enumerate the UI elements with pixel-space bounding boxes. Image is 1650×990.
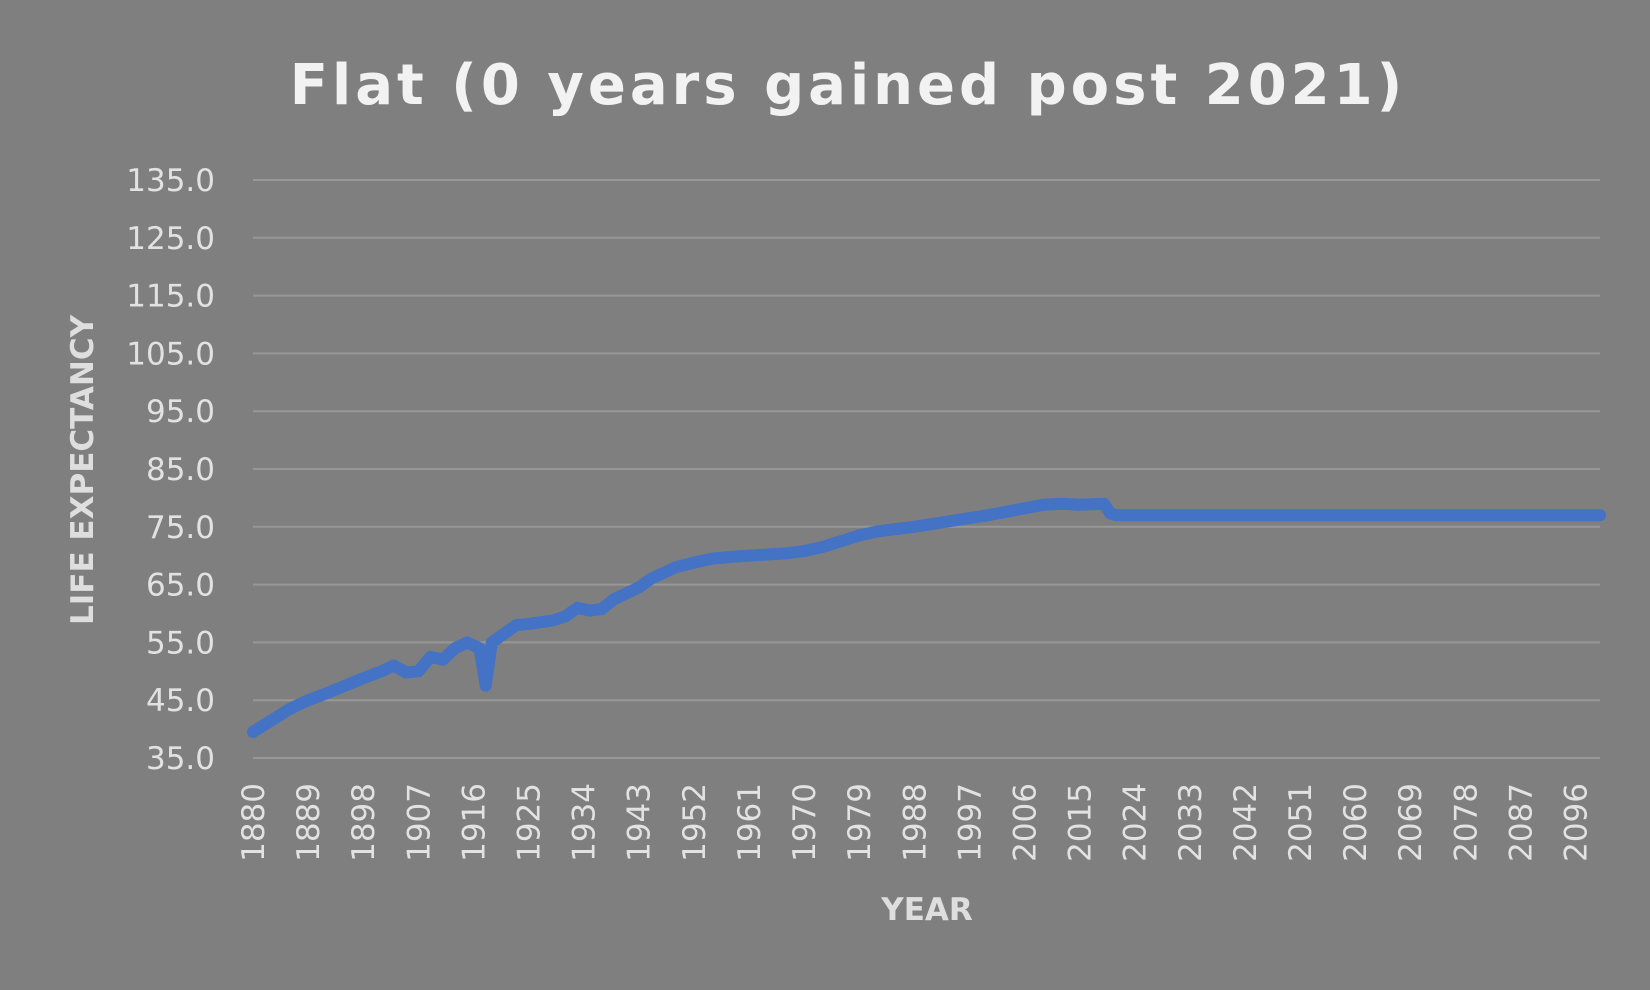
x-tick-label: 1925 [512,783,548,862]
x-tick-label: 1979 [842,783,878,862]
x-tick-label: 2051 [1283,783,1319,862]
x-tick-label: 1889 [291,783,327,862]
x-tick-label: 2006 [1007,783,1043,862]
x-tick-label: 1934 [567,783,603,862]
x-axis-title: YEAR [880,892,973,928]
x-tick-label: 1943 [622,783,658,862]
x-tick-label: 1952 [677,783,713,862]
x-tick-label: 2042 [1228,783,1264,862]
series-line [247,497,1606,738]
y-tick-label: 125.0 [126,221,215,257]
x-tick-label: 2078 [1448,783,1484,862]
x-tick-label: 1997 [952,783,988,862]
x-tick-label: 2024 [1118,783,1154,862]
gridlines [253,179,1600,759]
x-tick-label: 1916 [456,783,492,862]
y-tick-label: 35.0 [146,741,215,777]
y-tick-label: 105.0 [126,336,215,372]
x-tick-label: 1961 [732,783,768,862]
x-tick-label: 2015 [1063,783,1099,862]
chart-title: Flat (0 years gained post 2021) [290,53,1406,118]
x-tick-label: 1880 [236,783,272,862]
x-tick-label: 2087 [1503,783,1539,862]
x-tick-label: 2069 [1393,783,1429,862]
y-tick-label: 135.0 [126,163,215,199]
x-tick-label: 1988 [897,783,933,862]
x-tick-label: 2096 [1559,783,1595,862]
y-tick-label: 55.0 [146,625,215,661]
x-tick-label: 1970 [787,783,823,862]
x-tick-label: 1907 [401,783,437,862]
x-tick-label: 2033 [1173,783,1209,862]
y-tick-label: 45.0 [146,683,215,719]
y-tick-label: 85.0 [146,452,215,488]
x-tick-labels: 1880 1889 1898 1907 1916 1925 1934 1943 1952 1961… [236,783,1595,862]
y-tick-label: 75.0 [146,510,215,546]
x-tick-label: 1898 [346,783,382,862]
y-tick-label: 95.0 [146,394,215,430]
y-tick-labels: 35.0 45.0 55.0 65.0 75.0 85.0 95.0 105.0 115.0 12… [126,163,215,777]
y-tick-label: 65.0 [146,568,215,604]
series-layer [247,497,1606,738]
x-tick-label: 2060 [1338,783,1374,862]
y-tick-label: 115.0 [126,279,215,315]
y-axis-title: LIFE EXPECTANCY [65,314,101,625]
